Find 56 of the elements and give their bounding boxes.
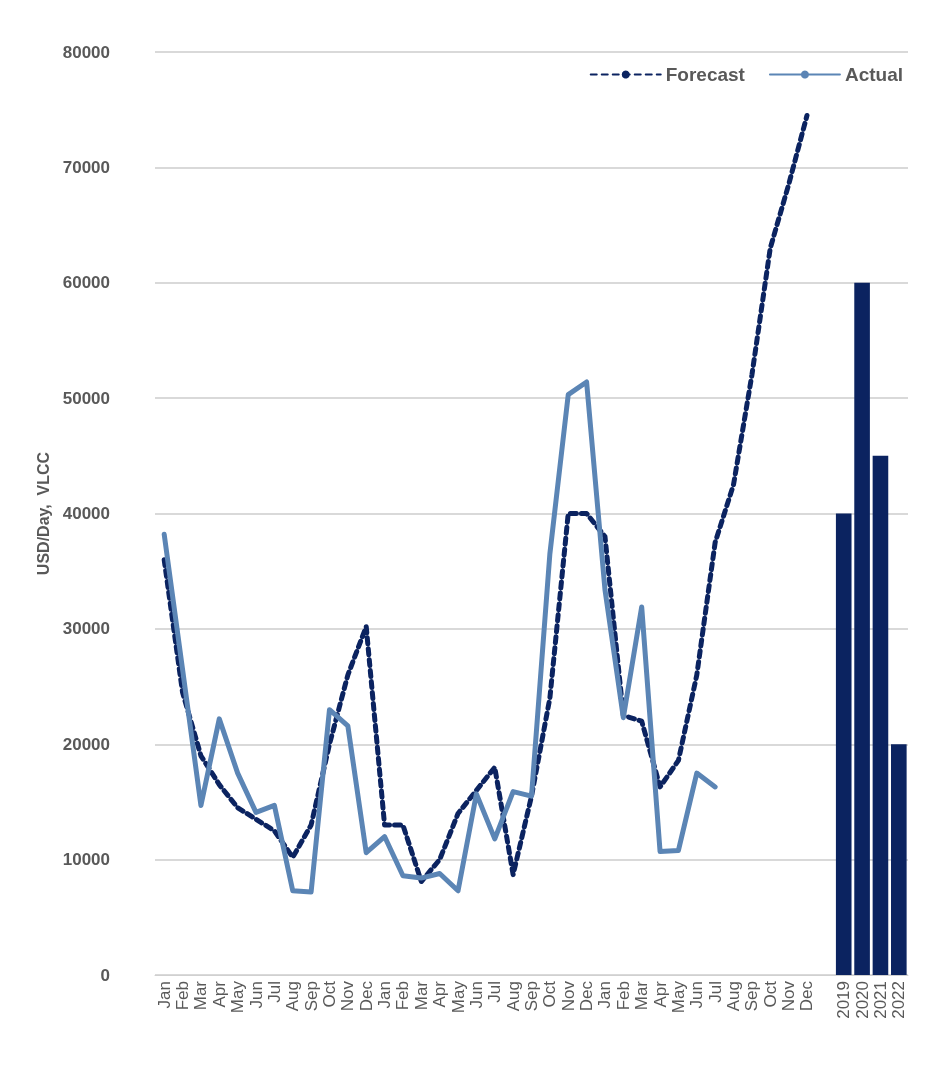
x-tick-label: Jun xyxy=(246,981,266,1009)
y-axis-title: USD/Day, VLCC xyxy=(35,451,53,576)
x-tick-label: Mar xyxy=(632,980,652,1011)
legend-label: Actual xyxy=(844,64,904,85)
x-tick-label: Jul xyxy=(705,981,725,1003)
x-tick-label: Aug xyxy=(724,981,744,1012)
x-tick-label: May xyxy=(448,980,468,1014)
y-tick-label: 20000 xyxy=(62,734,110,754)
x-tick-label: Sep xyxy=(742,981,762,1012)
x-tick-label: Nov xyxy=(338,980,358,1012)
y-tick-label: 80000 xyxy=(62,42,110,62)
x-tick-label: Nov xyxy=(558,980,578,1012)
x-tick-label: Jan xyxy=(154,981,174,1009)
x-tick-label: Aug xyxy=(283,981,303,1012)
x-tick-label: 2020 xyxy=(852,981,872,1019)
y-tick-label: 30000 xyxy=(62,619,110,639)
x-tick-label: Oct xyxy=(319,980,339,1008)
y-tick-label: 0 xyxy=(100,965,110,985)
y-tick-label: 70000 xyxy=(62,157,110,177)
x-tick-label: Feb xyxy=(393,981,413,1011)
x-tick-label: Apr xyxy=(209,980,229,1008)
x-tick-label: Oct xyxy=(540,980,560,1008)
x-tick-label: Dec xyxy=(577,980,597,1012)
x-tick-label: Dec xyxy=(356,980,376,1012)
x-tick-label: 2022 xyxy=(889,981,909,1019)
x-tick-label: 2019 xyxy=(834,981,854,1019)
bar xyxy=(872,455,889,975)
x-tick-label: Feb xyxy=(173,981,193,1011)
x-tick-label: Nov xyxy=(779,980,799,1012)
x-tick-label: Apr xyxy=(430,980,450,1008)
x-tick-label: Mar xyxy=(411,980,431,1011)
y-tick-label: 60000 xyxy=(62,273,110,293)
x-tick-label: 2021 xyxy=(870,981,890,1019)
y-tick-label: 50000 xyxy=(62,388,110,408)
bar xyxy=(891,744,907,975)
x-tick-label: Dec xyxy=(797,980,817,1012)
x-tick-label: Sep xyxy=(522,981,541,1012)
x-tick-label: Mar xyxy=(191,980,211,1011)
x-tick-label: Jul xyxy=(485,981,505,1003)
x-tick-label: Sep xyxy=(301,981,321,1012)
x-tick-label: Feb xyxy=(613,981,633,1011)
x-tick-label: Aug xyxy=(503,981,523,1012)
y-tick-label: 10000 xyxy=(62,850,110,870)
x-tick-label: Jul xyxy=(264,981,284,1003)
bar xyxy=(854,282,870,975)
y-tick-label: 40000 xyxy=(62,504,110,523)
bar xyxy=(835,513,852,975)
x-tick-label: May xyxy=(228,980,248,1014)
x-tick-label: May xyxy=(668,980,688,1014)
x-tick-label: Jan xyxy=(595,981,615,1009)
x-tick-label: Jan xyxy=(375,981,395,1009)
x-tick-label: Jun xyxy=(466,981,486,1009)
x-tick-label: Jun xyxy=(687,981,707,1009)
x-tick-label: Oct xyxy=(760,980,780,1008)
legend-label: Forecast xyxy=(665,64,746,85)
x-tick-label: Apr xyxy=(650,980,670,1008)
